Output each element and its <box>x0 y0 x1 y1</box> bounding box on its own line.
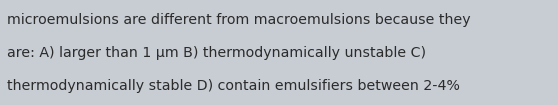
Text: thermodynamically stable D) contain emulsifiers between 2-4%: thermodynamically stable D) contain emul… <box>7 79 460 93</box>
Text: microemulsions are different from macroemulsions because they: microemulsions are different from macroe… <box>7 13 471 27</box>
Text: are: A) larger than 1 μm B) thermodynamically unstable C): are: A) larger than 1 μm B) thermodynami… <box>7 46 426 60</box>
